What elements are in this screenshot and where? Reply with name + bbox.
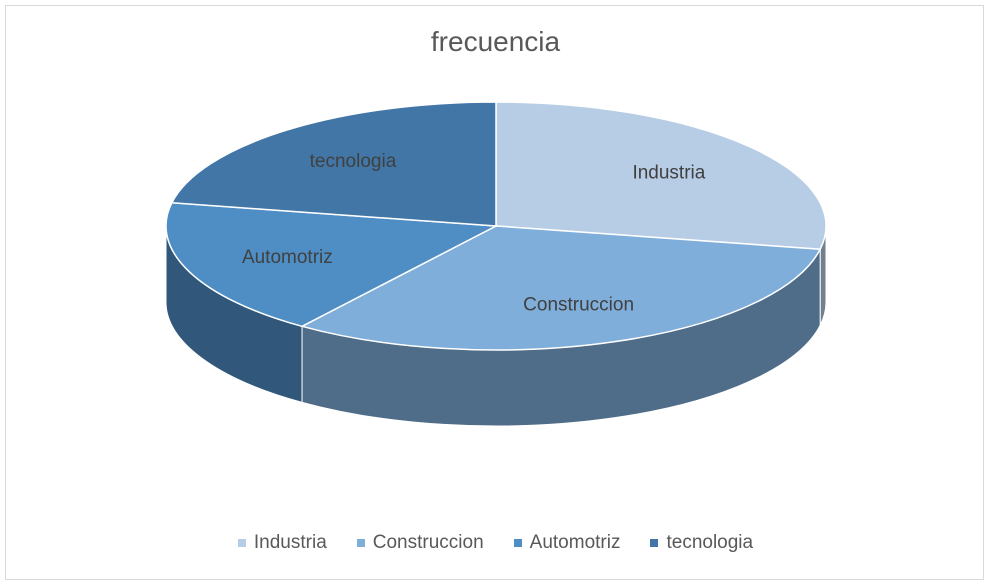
legend: Industria Construccion Automotriz tecnologi…	[0, 532, 991, 554]
pie-tops	[165, 101, 827, 351]
legend-label: tecnologia	[666, 532, 754, 553]
legend-label: Industria	[253, 532, 327, 553]
legend-label: Automotriz	[529, 532, 621, 553]
legend-swatch	[513, 539, 522, 547]
pie-slice-tecnologia	[170, 101, 497, 227]
pie-slice-automotriz	[165, 201, 499, 328]
legend-item-automotriz: Automotriz	[513, 532, 621, 554]
chart-title: frecuencia	[430, 26, 561, 57]
legend-swatch	[650, 539, 659, 547]
legend-swatch	[237, 539, 246, 547]
pie-slice-construccion	[299, 225, 822, 351]
pie-labels: Industria Construccion Automotriz tecnologi…	[242, 151, 706, 315]
slice-label-tecnologia: tecnologia	[310, 151, 397, 172]
legend-item-construccion: Construccion	[356, 532, 484, 554]
slice-label-industria: Industria	[632, 162, 705, 183]
pie-slice-industria	[495, 101, 827, 251]
legend-item-tecnologia: tecnologia	[650, 532, 753, 554]
slice-label-automotriz: Automotriz	[242, 247, 333, 268]
legend-label: Construccion	[372, 532, 484, 553]
slice-label-construccion: Construccion	[523, 294, 634, 315]
legend-swatch	[356, 539, 365, 547]
legend-item-industria: Industria	[237, 532, 327, 554]
